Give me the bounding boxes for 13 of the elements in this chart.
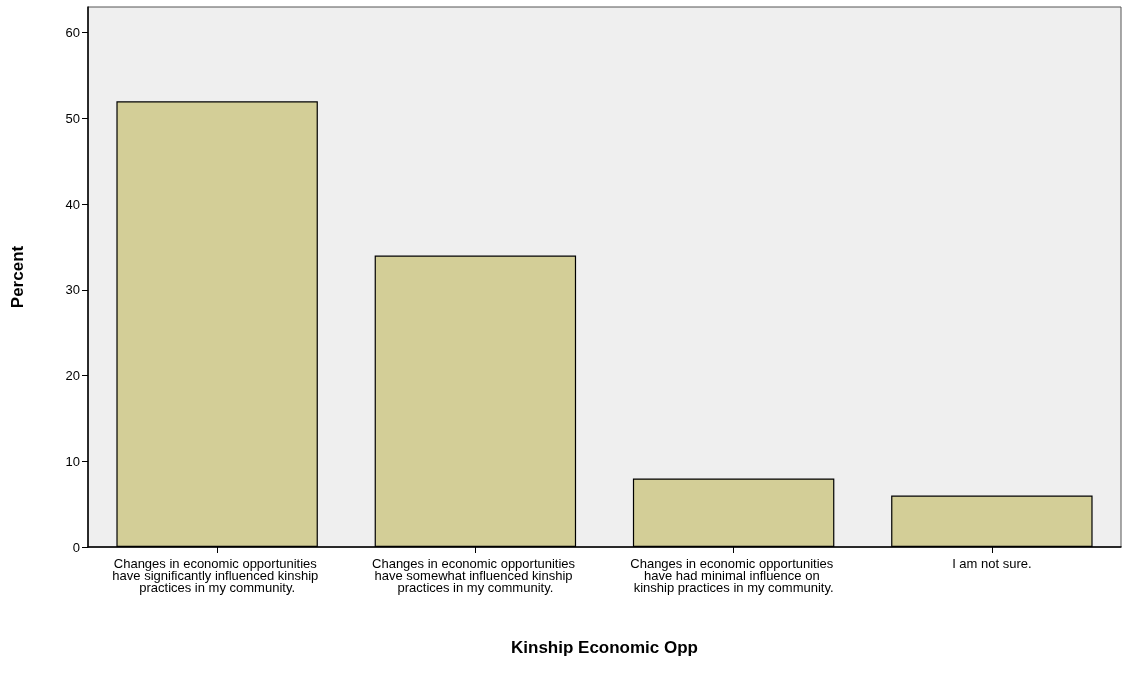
x-axis-title: Kinship Economic Opp — [510, 638, 699, 657]
y-tick-label: 60 — [65, 25, 80, 41]
x-tick-label: Changes in economic opportunities have significantly influenced kinship practices in my community. — [112, 555, 322, 595]
x-tick-label: Changes in economic opportunities have somewhat influenced kinship practices in my community. — [372, 555, 579, 595]
y-axis-title: Percent — [8, 245, 27, 309]
y-tick-label: 20 — [65, 368, 80, 384]
y-tick-label: 40 — [65, 196, 80, 212]
y-tick-label: 0 — [72, 539, 80, 555]
x-tick-label: Changes in economic opportunities have had minimal influence on kinship practices in my community. — [630, 555, 837, 595]
y-tick-label: 50 — [65, 110, 80, 126]
y-tick-label: 30 — [65, 282, 80, 298]
y-tick-label: 10 — [65, 453, 80, 469]
x-tick-label: I am not sure. — [952, 555, 1032, 571]
